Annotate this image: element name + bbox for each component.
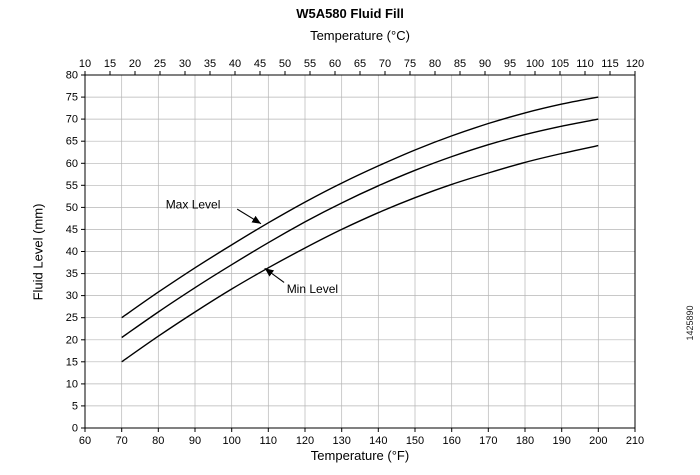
svg-text:140: 140 — [369, 435, 387, 447]
svg-text:70: 70 — [379, 58, 391, 70]
svg-text:110: 110 — [576, 58, 594, 70]
svg-text:90: 90 — [189, 435, 201, 447]
svg-text:200: 200 — [589, 435, 607, 447]
svg-text:75: 75 — [66, 92, 78, 104]
svg-text:10: 10 — [66, 378, 78, 390]
svg-text:80: 80 — [429, 58, 441, 70]
svg-text:60: 60 — [79, 435, 91, 447]
svg-text:Max Level: Max Level — [166, 197, 221, 211]
svg-text:30: 30 — [66, 290, 78, 302]
svg-text:100: 100 — [223, 435, 241, 447]
svg-text:180: 180 — [516, 435, 534, 447]
svg-text:210: 210 — [626, 435, 644, 447]
svg-text:5: 5 — [72, 400, 78, 412]
svg-text:55: 55 — [304, 58, 316, 70]
svg-text:80: 80 — [66, 70, 78, 82]
svg-text:70: 70 — [116, 435, 128, 447]
svg-text:100: 100 — [526, 58, 544, 70]
part-number: 1425890 — [685, 305, 695, 341]
svg-text:110: 110 — [260, 435, 278, 447]
chart-title: W5A580 Fluid Fill — [296, 6, 404, 21]
svg-text:45: 45 — [66, 224, 78, 236]
svg-text:75: 75 — [404, 58, 416, 70]
svg-text:35: 35 — [204, 58, 216, 70]
svg-text:160: 160 — [443, 435, 461, 447]
svg-text:20: 20 — [66, 334, 78, 346]
svg-text:65: 65 — [354, 58, 366, 70]
svg-text:90: 90 — [479, 58, 491, 70]
svg-text:60: 60 — [66, 158, 78, 170]
svg-text:150: 150 — [406, 435, 424, 447]
svg-text:20: 20 — [129, 58, 141, 70]
svg-text:40: 40 — [66, 246, 78, 258]
svg-text:25: 25 — [66, 312, 78, 324]
svg-text:95: 95 — [504, 58, 516, 70]
svg-text:85: 85 — [454, 58, 466, 70]
svg-text:105: 105 — [551, 58, 569, 70]
svg-text:115: 115 — [601, 58, 619, 70]
svg-text:60: 60 — [329, 58, 341, 70]
svg-text:120: 120 — [296, 435, 314, 447]
svg-text:50: 50 — [279, 58, 291, 70]
svg-text:70: 70 — [66, 114, 78, 126]
svg-text:40: 40 — [229, 58, 241, 70]
svg-text:65: 65 — [66, 136, 78, 148]
bottom-axis-label: Temperature (°F) — [310, 448, 410, 463]
svg-text:0: 0 — [72, 423, 78, 435]
svg-text:190: 190 — [553, 435, 571, 447]
svg-text:30: 30 — [179, 58, 191, 70]
svg-text:170: 170 — [479, 435, 497, 447]
svg-text:45: 45 — [254, 58, 266, 70]
top-axis-label: Temperature (°C) — [310, 28, 410, 43]
svg-text:10: 10 — [79, 58, 91, 70]
svg-text:15: 15 — [66, 356, 78, 368]
svg-text:15: 15 — [104, 58, 116, 70]
svg-text:130: 130 — [333, 435, 351, 447]
svg-text:55: 55 — [66, 180, 78, 192]
svg-text:35: 35 — [66, 268, 78, 280]
svg-text:120: 120 — [626, 58, 644, 70]
svg-text:25: 25 — [154, 58, 166, 70]
svg-text:Min Level: Min Level — [287, 282, 338, 296]
svg-text:80: 80 — [152, 435, 164, 447]
y-axis-label: Fluid Level (mm) — [30, 203, 46, 301]
svg-text:50: 50 — [66, 202, 78, 214]
